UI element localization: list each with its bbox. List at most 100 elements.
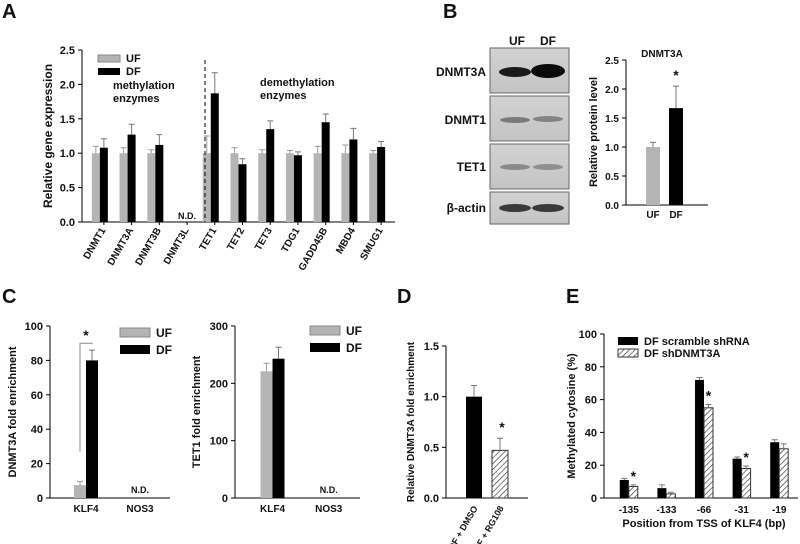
c2-xtick-label-0: KLF4	[260, 504, 285, 515]
a-group-label-right-1: demethylation	[260, 77, 335, 89]
e-xlabel: Position from TSS of KLF4 (bp)	[622, 518, 785, 530]
e-ylabel: Methylated cytosine (%)	[566, 353, 578, 479]
e-bar-shdnmt3a-1	[665, 493, 676, 499]
d-ylabel: Relative DNMT3A fold enrichment	[406, 341, 417, 502]
e-err-scramble-1	[658, 484, 665, 489]
a-err-uf-4	[203, 135, 210, 154]
western-blot: UF DF DNMT3A DNMT1 TET1 β-actin	[436, 34, 570, 225]
d-ytick-label-1: 0.5	[424, 442, 439, 454]
b-title: DNMT3A	[641, 49, 683, 60]
e-bar-scramble-3	[732, 458, 742, 498]
c2-bar-df-0	[272, 358, 285, 498]
e-xtick-label-4: -19	[772, 505, 787, 516]
band-tet1-df	[533, 164, 563, 170]
e-bar-scramble-1	[657, 488, 667, 498]
a-err-df-4	[211, 72, 218, 94]
a-xtick-label-4: TET1	[198, 226, 220, 253]
d-star-1: *	[499, 419, 505, 435]
band-dnmt3a-df	[531, 64, 565, 78]
e-legend-scramble-label: DF scramble shRNA	[644, 336, 750, 348]
c1-legend-uf-label: UF	[156, 326, 172, 340]
band-actin-uf	[499, 204, 531, 212]
a-xtick-label-9: MBD4	[334, 226, 358, 256]
c1-ylabel: DNMT3A fold enrichment	[7, 346, 19, 477]
e-bar-shdnmt3a-4	[778, 448, 789, 499]
a-bar-uf-4	[202, 153, 211, 222]
a-bar-df-2	[155, 144, 164, 222]
e-star-3: *	[743, 449, 749, 465]
c2-ytick-label-2: 200	[210, 378, 228, 390]
c2-legend-uf-swatch	[309, 325, 341, 336]
c1-legend-df-swatch	[120, 345, 150, 354]
blot-row-dnmt3a: DNMT3A	[436, 65, 486, 79]
b-xtick-label-1: DF	[669, 210, 682, 221]
e-ytick-label-5: 100	[579, 329, 597, 341]
e-xtick-label-0: -135	[619, 505, 639, 516]
e-bar-shdnmt3a-2	[703, 407, 714, 499]
c2-nd-label: N.D.	[320, 485, 338, 495]
a-legend-df-swatch	[98, 68, 120, 75]
band-dnmt3a-uf	[499, 67, 531, 77]
a-xtick-label-3: DNMT3L	[162, 226, 192, 267]
c2-bar-uf-0	[260, 371, 273, 498]
c2-ytick-label-3: 300	[210, 321, 228, 333]
e-legend-scramble-swatch	[618, 337, 638, 345]
b-ytick-label-0: 0.0	[605, 201, 619, 212]
a-err-df-10	[378, 141, 385, 148]
c1-bar-df-0	[86, 360, 98, 498]
e-legend-shdnmt3a-label: DF shDNMT3A	[644, 348, 720, 360]
b-ylabel: Relative protein level	[588, 77, 600, 187]
c1-ytick-label-3: 60	[31, 390, 43, 402]
a-err-df-6	[267, 120, 274, 130]
a-xtick-label-6: TET3	[253, 226, 275, 253]
a-err-df-1	[128, 123, 135, 135]
c2-ytick-label-1: 100	[210, 436, 228, 448]
band-actin-df	[532, 204, 564, 212]
a-ytick-label-4: 2.0	[60, 79, 75, 91]
e-ytick-label-1: 20	[585, 460, 597, 472]
c2-legend-df-label: DF	[346, 341, 362, 355]
e-err-shdnmt3a-4	[780, 443, 787, 449]
e-legend-shdnmt3a-swatch	[617, 348, 639, 358]
panel-label-d: D	[397, 286, 411, 308]
e-bar-shdnmt3a-0	[628, 486, 639, 499]
c1-ytick-label-1: 20	[31, 459, 43, 471]
blot-row-dnmt1: DNMT1	[445, 113, 487, 127]
b-err-1	[673, 85, 679, 109]
a-group-label-left-1: methylation	[113, 80, 175, 92]
a-legend-df-label: DF	[126, 66, 141, 78]
a-ytick-label-3: 1.5	[60, 114, 75, 126]
a-bar-df-1	[127, 134, 136, 222]
e-xtick-label-1: -133	[656, 505, 676, 516]
a-bar-df-0	[99, 147, 108, 222]
a-bar-df-9	[349, 139, 358, 222]
panel-label-e: E	[566, 286, 579, 308]
e-ytick-label-0: 0	[591, 493, 597, 505]
d-ytick-label-3: 1.5	[424, 341, 439, 353]
a-err-df-2	[156, 134, 163, 145]
a-bar-uf-9	[341, 153, 350, 222]
a-ytick-label-5: 2.5	[60, 45, 75, 57]
a-ytick-label-2: 1.0	[60, 148, 75, 160]
b-ytick-label-2: 1.0	[605, 143, 619, 154]
a-err-uf-5	[231, 147, 238, 154]
a-err-df-7	[294, 151, 301, 156]
a-xtick-label-5: TET2	[225, 226, 247, 253]
b-xtick-label-0: UF	[646, 210, 659, 221]
a-group-label-right-2: enzymes	[260, 90, 306, 102]
a-xtick-label-1: DNMT3A	[106, 226, 136, 268]
a-err-uf-6	[259, 149, 266, 154]
a-bar-df-5	[238, 164, 247, 222]
a-xtick-label-8: GADD45B	[297, 226, 330, 273]
band-dnmt1-uf	[500, 117, 530, 123]
panel-label-b: B	[443, 1, 457, 23]
a-bar-df-4	[210, 93, 219, 223]
c1-sig-bracket	[79, 342, 93, 452]
c1-xtick-label-0: KLF4	[74, 504, 99, 515]
c1-xtick-label-1: NOS3	[126, 504, 154, 515]
e-ytick-label-4: 80	[585, 362, 597, 374]
a-err-df-8	[322, 113, 329, 123]
a-xtick-label-2: DNMT3B	[134, 226, 164, 268]
c2-legend-df-swatch	[310, 343, 340, 352]
blot-lane-df: DF	[540, 34, 556, 48]
